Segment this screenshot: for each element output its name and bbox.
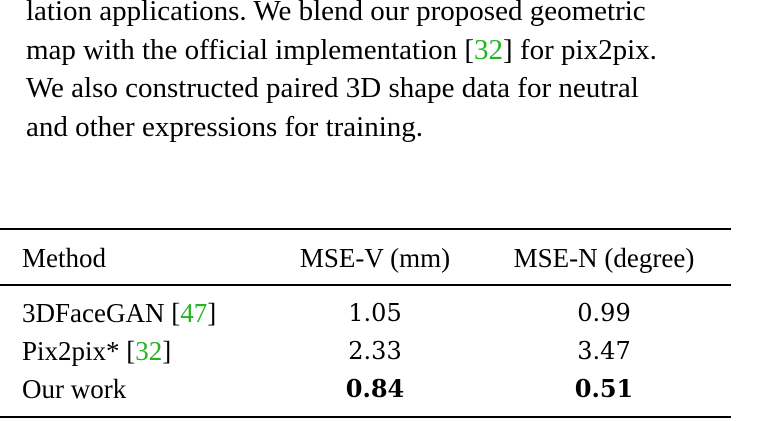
table-row-method: Pix2pix* [32] [22, 336, 171, 366]
table-row-method: 3DFaceGAN [47] [22, 298, 216, 328]
table-cell-mse-v: 1.05 [348, 299, 402, 327]
table-cell-mse-n: 0.99 [577, 299, 631, 327]
table-top-rule [0, 228, 731, 230]
table-bottom-rule [0, 416, 731, 418]
table-cell-mse-n: 3.47 [577, 337, 631, 365]
header-method: Method [22, 243, 106, 273]
table-cell-mse-v: 2.33 [348, 337, 402, 365]
header-mse-n: MSE-N (degree) [513, 243, 695, 273]
paragraph-line-1: lation applications. We blend our propos… [26, 0, 646, 27]
method-bracket: ] [207, 298, 217, 328]
citation-link-32[interactable]: 32 [135, 336, 163, 366]
table-row-method: Our work [22, 374, 127, 404]
paragraph-line-2-text: map with the official implementation [ [26, 33, 475, 66]
paragraph-line-2: map with the official implementation [32… [26, 31, 778, 70]
table-header-rule [0, 284, 731, 286]
table-cell-mse-n-best: 0.51 [574, 374, 634, 403]
citation-link-47[interactable]: 47 [180, 298, 208, 328]
paragraph-line-4: and other expressions for training. [26, 110, 424, 143]
method-bracket: ] [162, 336, 172, 366]
paragraph-line-3: We also constructed paired 3D shape data… [26, 72, 639, 104]
body-paragraph: lation applications. We blend our propos… [26, 0, 778, 146]
citation-link-32[interactable]: 32 [474, 33, 504, 66]
paragraph-line-2-tail: ] for pix2pix. [503, 33, 657, 66]
method-name: 3DFaceGAN [ [22, 298, 181, 328]
table-cell-mse-v-best: 0.84 [345, 374, 405, 403]
header-mse-v: MSE-V (mm) [299, 243, 451, 273]
method-name: Pix2pix* [ [22, 336, 136, 366]
